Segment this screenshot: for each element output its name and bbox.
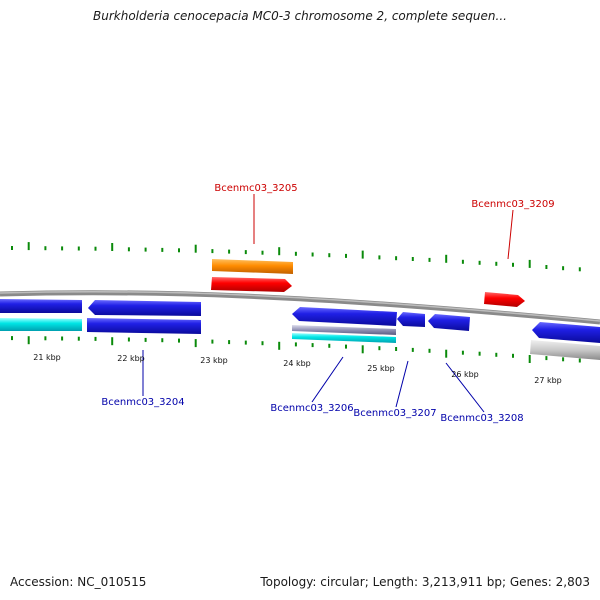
ruler-label: 26 kbp xyxy=(451,370,479,379)
sequence-summary: Topology: circular; Length: 3,213,911 bp… xyxy=(260,575,590,589)
length-value: 3,213,911 bp xyxy=(421,575,502,589)
gene-label-bcenmc03-3204[interactable]: Bcenmc03_3204 xyxy=(101,397,184,408)
genes-label: Genes: xyxy=(509,575,552,589)
accession-label: Accession: xyxy=(10,575,74,589)
forward-strand-features xyxy=(211,259,525,307)
inner-tick-marks xyxy=(11,336,581,363)
accession-value: NC_010515 xyxy=(77,575,147,589)
gene-left-edge-cyan[interactable] xyxy=(0,318,82,331)
leader-line-3206 xyxy=(311,356,344,403)
ruler-label: 23 kbp xyxy=(200,356,228,365)
rna-feature-b[interactable] xyxy=(292,333,396,343)
chromosome-backbone-highlight xyxy=(0,290,600,322)
topology-value: circular xyxy=(320,575,365,589)
leader-line-3209 xyxy=(507,209,514,260)
gene-bcenmc03-3209[interactable] xyxy=(484,292,525,307)
gene-bcenmc03-3204[interactable] xyxy=(87,318,201,334)
rna-feature-a[interactable] xyxy=(292,325,396,335)
ruler-label: 24 kbp xyxy=(283,359,311,368)
gene-label-bcenmc03-3209[interactable]: Bcenmc03_3209 xyxy=(471,199,554,210)
ruler-label: 22 kbp xyxy=(117,354,145,363)
gene-label-bcenmc03-3208[interactable]: Bcenmc03_3208 xyxy=(440,413,523,424)
map-title: Burkholderia cenocepacia MC0-3 chromosom… xyxy=(93,9,507,23)
label-leader-lines xyxy=(142,194,514,413)
leader-line-3208 xyxy=(445,362,485,413)
gene-right-edge-blue[interactable] xyxy=(532,322,600,343)
ruler-label: 21 kbp xyxy=(33,353,61,362)
gene-bcenmc03-3207[interactable] xyxy=(397,312,425,327)
genes-value: 2,803 xyxy=(555,575,590,589)
gene-bcenmc03-3205-orange[interactable] xyxy=(212,259,293,274)
outer-tick-marks xyxy=(11,242,581,272)
gene-labels: Bcenmc03_3205 Bcenmc03_3209 Bcenmc03_320… xyxy=(101,183,554,424)
gene-label-bcenmc03-3205[interactable]: Bcenmc03_3205 xyxy=(214,183,297,194)
gene-label-bcenmc03-3206[interactable]: Bcenmc03_3206 xyxy=(270,403,353,414)
length-label: Length: xyxy=(372,575,419,589)
ruler-label: 27 kbp xyxy=(534,376,562,385)
gene-bcenmc03-3206[interactable] xyxy=(292,307,397,326)
gene-bcenmc03-3205[interactable] xyxy=(211,277,292,292)
gene-bcenmc03-3208[interactable] xyxy=(428,314,470,331)
gene-bcenmc03-3204-upper[interactable] xyxy=(88,300,201,316)
gene-right-edge-grey[interactable] xyxy=(530,340,600,360)
accession-info: Accession: NC_010515 xyxy=(10,575,146,589)
ruler-labels: 21 kbp 22 kbp 23 kbp 24 kbp 25 kbp 26 kb… xyxy=(33,353,562,385)
chromosome-backbone xyxy=(0,290,600,325)
gene-left-edge-blue[interactable] xyxy=(0,299,82,313)
ruler-label: 25 kbp xyxy=(367,364,395,373)
leader-line-3207 xyxy=(395,360,409,408)
reverse-strand-features xyxy=(0,299,600,360)
gene-label-bcenmc03-3207[interactable]: Bcenmc03_3207 xyxy=(353,408,436,419)
topology-label: Topology: xyxy=(260,575,317,589)
